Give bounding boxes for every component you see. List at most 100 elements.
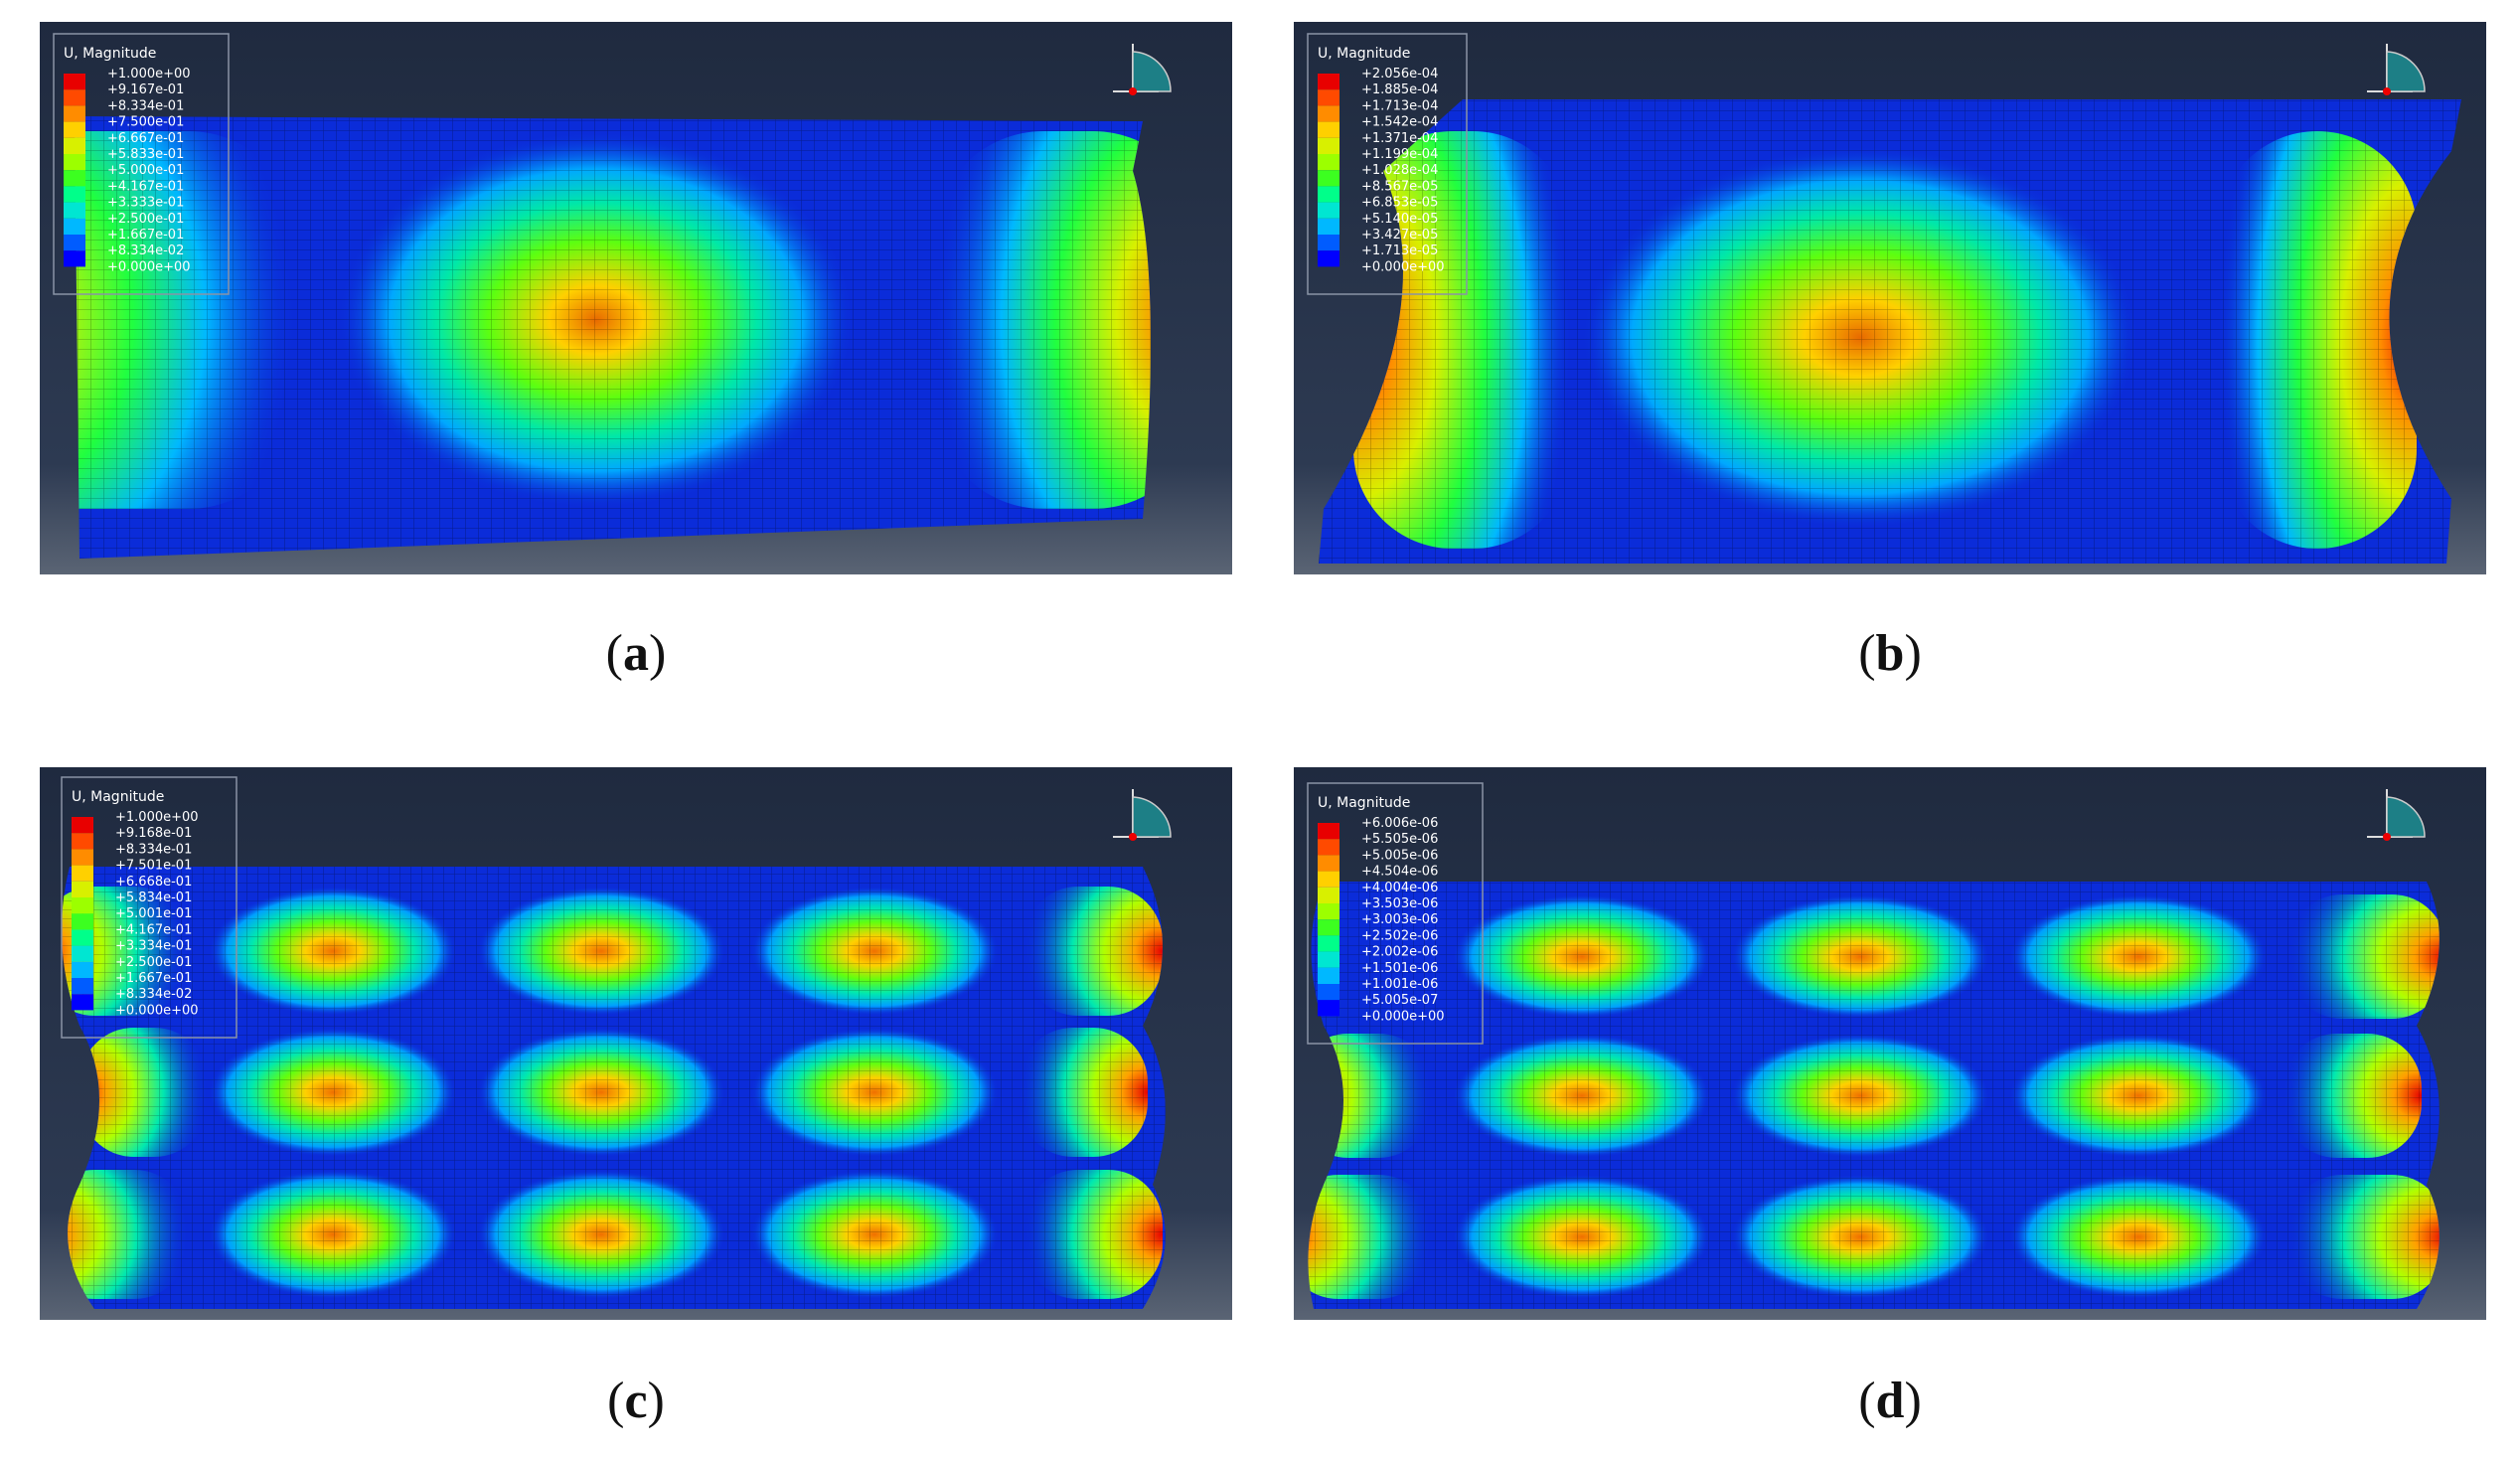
legend-value: +2.500e-01: [107, 212, 184, 227]
contour-plot-a: U, Magnitude +1.000e+00+9.167e-01+8.334e…: [40, 22, 1232, 574]
legend-value: +1.028e-04: [1361, 163, 1438, 178]
color-scale-bar: [72, 817, 93, 1011]
color-swatch: [1318, 823, 1339, 840]
legend-title: U, Magnitude: [1318, 46, 1410, 62]
color-swatch: [1318, 170, 1339, 187]
legend-value: +0.000e+00: [1361, 259, 1445, 274]
axis-triad-icon: [1113, 789, 1172, 841]
caption-d: (d): [1858, 1373, 1922, 1429]
legend-value: +1.001e-06: [1361, 977, 1438, 992]
color-scale-bar: [64, 74, 85, 267]
legend-title: U, Magnitude: [72, 789, 164, 805]
color-swatch: [64, 186, 85, 203]
caption-b: (b): [1858, 625, 1922, 682]
legend-value: +5.005e-06: [1361, 848, 1438, 863]
color-scale-bar: [1318, 74, 1339, 267]
color-swatch: [1318, 951, 1339, 968]
color-swatch: [1318, 89, 1339, 106]
deformed-mesh-d: [1308, 882, 2440, 1309]
color-swatch: [1318, 105, 1339, 122]
color-swatch: [72, 994, 93, 1011]
color-swatch: [64, 218, 85, 235]
color-swatch: [1318, 154, 1339, 171]
color-swatch: [72, 978, 93, 995]
axis-triad-icon: [2367, 44, 2426, 95]
color-swatch: [64, 89, 85, 106]
color-swatch: [1318, 839, 1339, 856]
color-swatch: [1318, 935, 1339, 952]
legend-value: +7.500e-01: [107, 115, 184, 130]
legend-value: +8.334e-02: [107, 243, 184, 258]
legend-value: +2.002e-06: [1361, 945, 1438, 960]
legend-value: +1.000e+00: [115, 810, 199, 825]
color-swatch: [64, 121, 85, 138]
caption-c: (c): [607, 1373, 665, 1429]
panel-label: a: [623, 625, 649, 682]
legend-value: +1.713e-05: [1361, 243, 1438, 258]
legend-value: +4.167e-01: [115, 922, 192, 937]
panel-c: U, Magnitude +1.000e+00 +9.168e-01 +8.334e…: [40, 767, 1232, 1320]
legend-d: U, Magnitude +6.006e-06+5.505e-06+5.005e…: [1307, 782, 1484, 1045]
legend-value: +8.334e-01: [115, 842, 192, 857]
color-swatch: [1318, 967, 1339, 984]
legend-value: +2.500e-01: [115, 955, 192, 970]
legend-value: +4.504e-06: [1361, 865, 1438, 880]
contour-plot-c: U, Magnitude +1.000e+00+9.168e-01+8.334e…: [40, 767, 1232, 1320]
color-swatch: [1318, 855, 1339, 872]
legend-value: +9.168e-01: [115, 826, 192, 841]
axis-triad-icon: [1113, 44, 1172, 95]
legend-value: +3.003e-06: [1361, 912, 1438, 927]
legend-value: +9.167e-01: [107, 82, 184, 97]
color-swatch: [1318, 137, 1339, 154]
legend-value: +0.000e+00: [107, 259, 191, 274]
color-swatch: [1318, 1000, 1339, 1017]
legend-value: +4.167e-01: [107, 179, 184, 194]
legend-value: +8.567e-05: [1361, 179, 1438, 194]
color-swatch: [72, 961, 93, 978]
legend-value: +5.000e-01: [107, 163, 184, 178]
legend-value: +3.427e-05: [1361, 228, 1438, 243]
legend-value: +1.667e-01: [107, 228, 184, 243]
color-swatch: [72, 865, 93, 882]
color-swatch: [64, 74, 85, 90]
color-swatch: [64, 170, 85, 187]
legend-value: +0.000e+00: [115, 1003, 199, 1018]
color-swatch: [1318, 121, 1339, 138]
panel-label: b: [1875, 625, 1905, 682]
legend-b: U, Magnitude +2.056e-04+1.885e-04+1.713e…: [1307, 33, 1468, 295]
legend-value: +6.006e-06: [1361, 816, 1438, 831]
color-swatch: [64, 137, 85, 154]
color-swatch: [64, 105, 85, 122]
legend-value: +5.001e-01: [115, 906, 192, 921]
legend-c: U, Magnitude +1.000e+00+9.168e-01+8.334e…: [61, 776, 237, 1039]
legend-value: +1.667e-01: [115, 971, 192, 986]
legend-value: +6.853e-05: [1361, 196, 1438, 211]
panel-b: U, Magnitude +2.056e-04 +1.885e-04 +1.713e…: [1294, 22, 2486, 574]
axis-triad-icon: [2367, 789, 2426, 841]
color-swatch: [1318, 235, 1339, 251]
legend-value: +2.056e-04: [1361, 67, 1438, 81]
color-swatch: [1318, 919, 1339, 936]
legend-value: +1.371e-04: [1361, 131, 1438, 146]
legend-value: +3.334e-01: [115, 939, 192, 954]
legend-value: +6.667e-01: [107, 131, 184, 146]
caption-a: (a): [605, 625, 667, 682]
legend-value: +5.833e-01: [107, 147, 184, 162]
color-swatch: [72, 945, 93, 962]
deformed-mesh-c: [62, 867, 1166, 1309]
legend-value: +1.713e-04: [1361, 98, 1438, 113]
color-swatch: [1318, 202, 1339, 219]
color-swatch: [72, 817, 93, 834]
color-swatch: [1318, 887, 1339, 903]
color-swatch: [64, 235, 85, 251]
legend-value: +2.502e-06: [1361, 928, 1438, 943]
legend-value: +1.501e-06: [1361, 961, 1438, 976]
legend-a: U, Magnitude +1.000e+00+9.167e-01+8.334e…: [53, 33, 230, 295]
legend-value: +0.000e+00: [1361, 1009, 1445, 1024]
deformed-mesh-b: [1319, 99, 2461, 564]
legend-value: +8.334e-02: [115, 987, 192, 1002]
color-swatch: [1318, 218, 1339, 235]
panel-a: U, Magnitude +1.000e+00 +9.167e-01 +8.334e…: [40, 22, 1232, 574]
legend-value: +5.005e-07: [1361, 993, 1438, 1008]
legend-value: +1.885e-04: [1361, 82, 1438, 97]
